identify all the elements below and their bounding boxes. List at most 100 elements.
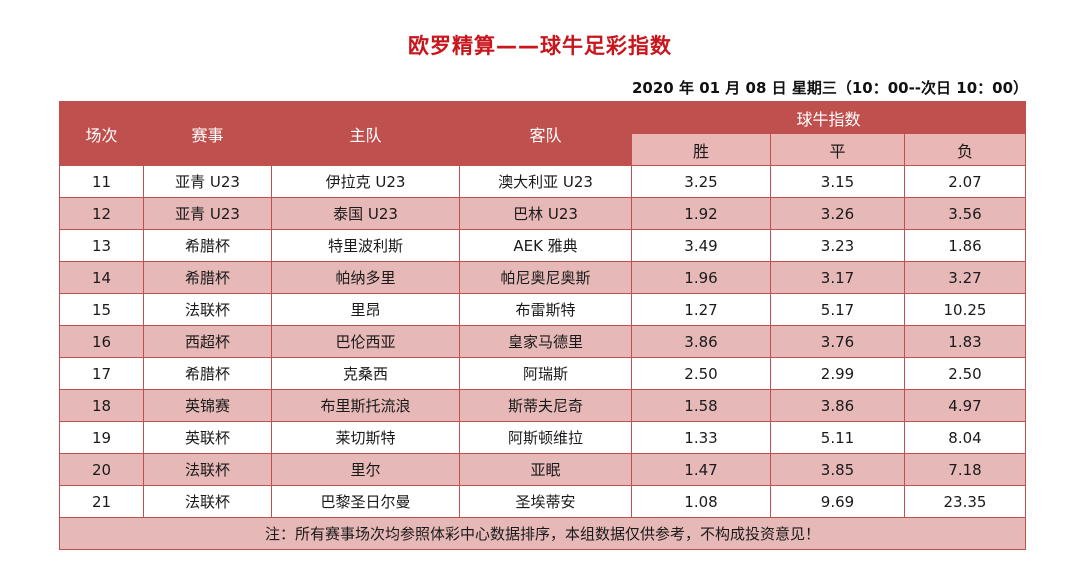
table-row: 11 亚青 U23 伊拉克 U23 澳大利亚 U23 3.25 3.15 2.07: [59, 165, 1026, 198]
match-no-cell: 14: [59, 261, 144, 294]
header-draw: 平: [770, 133, 905, 166]
match-no-cell: 20: [59, 453, 144, 486]
lose-odds-cell: 3.27: [904, 261, 1026, 294]
home-team-cell: 泰国 U23: [271, 197, 460, 230]
draw-odds-cell: 5.11: [770, 421, 905, 454]
header-index-group: 球牛指数: [631, 101, 1026, 134]
header-away: 客队: [459, 101, 632, 166]
table-row: 16 西超杯 巴伦西亚 皇家马德里 3.86 3.76 1.83: [59, 325, 1026, 358]
odds-table: 场次 赛事 主队 客队 球牛指数 胜 平 负 11 亚青 U23 伊拉克 U23 澳大…: [59, 101, 1026, 550]
table-row: 20 法联杯 里尔 亚眠 1.47 3.85 7.18: [59, 453, 1026, 486]
away-team-cell: 阿瑞斯: [459, 357, 632, 390]
match-no-cell: 11: [59, 165, 144, 198]
header-home: 主队: [271, 101, 460, 166]
lose-odds-cell: 23.35: [904, 485, 1026, 518]
away-team-cell: AEK 雅典: [459, 229, 632, 262]
event-cell: 希腊杯: [143, 261, 272, 294]
event-cell: 西超杯: [143, 325, 272, 358]
away-team-cell: 巴林 U23: [459, 197, 632, 230]
match-no-cell: 17: [59, 357, 144, 390]
event-cell: 法联杯: [143, 293, 272, 326]
win-odds-cell: 1.33: [631, 421, 771, 454]
win-odds-cell: 3.25: [631, 165, 771, 198]
draw-odds-cell: 2.99: [770, 357, 905, 390]
away-team-cell: 阿斯顿维拉: [459, 421, 632, 454]
away-team-cell: 圣埃蒂安: [459, 485, 632, 518]
lose-odds-cell: 1.86: [904, 229, 1026, 262]
match-no-cell: 12: [59, 197, 144, 230]
page-title: 欧罗精算——球牛足彩指数: [408, 34, 672, 58]
table-row: 18 英锦赛 布里斯托流浪 斯蒂夫尼奇 1.58 3.86 4.97: [59, 389, 1026, 422]
win-odds-cell: 1.27: [631, 293, 771, 326]
lose-odds-cell: 2.07: [904, 165, 1026, 198]
lose-odds-cell: 3.56: [904, 197, 1026, 230]
draw-odds-cell: 3.85: [770, 453, 905, 486]
match-no-cell: 13: [59, 229, 144, 262]
lose-odds-cell: 1.83: [904, 325, 1026, 358]
draw-odds-cell: 3.26: [770, 197, 905, 230]
away-team-cell: 皇家马德里: [459, 325, 632, 358]
draw-odds-cell: 3.76: [770, 325, 905, 358]
win-odds-cell: 1.08: [631, 485, 771, 518]
event-cell: 法联杯: [143, 453, 272, 486]
away-team-cell: 亚眠: [459, 453, 632, 486]
home-team-cell: 伊拉克 U23: [271, 165, 460, 198]
home-team-cell: 布里斯托流浪: [271, 389, 460, 422]
match-no-cell: 19: [59, 421, 144, 454]
lose-odds-cell: 10.25: [904, 293, 1026, 326]
table-row: 19 英联杯 莱切斯特 阿斯顿维拉 1.33 5.11 8.04: [59, 421, 1026, 454]
home-team-cell: 里尔: [271, 453, 460, 486]
header-lose: 负: [904, 133, 1026, 166]
away-team-cell: 帕尼奥尼奥斯: [459, 261, 632, 294]
draw-odds-cell: 3.86: [770, 389, 905, 422]
home-team-cell: 巴黎圣日尔曼: [271, 485, 460, 518]
event-cell: 希腊杯: [143, 357, 272, 390]
match-no-cell: 21: [59, 485, 144, 518]
draw-odds-cell: 5.17: [770, 293, 905, 326]
win-odds-cell: 1.58: [631, 389, 771, 422]
home-team-cell: 特里波利斯: [271, 229, 460, 262]
draw-odds-cell: 3.15: [770, 165, 905, 198]
table-row: 13 希腊杯 特里波利斯 AEK 雅典 3.49 3.23 1.86: [59, 229, 1026, 262]
header-event: 赛事: [143, 101, 272, 166]
win-odds-cell: 3.49: [631, 229, 771, 262]
event-cell: 希腊杯: [143, 229, 272, 262]
draw-odds-cell: 9.69: [770, 485, 905, 518]
home-team-cell: 巴伦西亚: [271, 325, 460, 358]
table-row: 17 希腊杯 克桑西 阿瑞斯 2.50 2.99 2.50: [59, 357, 1026, 390]
disclaimer-note: 注：所有赛事场次均参照体彩中心数据排序，本组数据仅供参考，不构成投资意见！: [59, 517, 1026, 550]
table-row: 12 亚青 U23 泰国 U23 巴林 U23 1.92 3.26 3.56: [59, 197, 1026, 230]
event-cell: 亚青 U23: [143, 165, 272, 198]
date-line: 2020 年 01 月 08 日 星期三（10：00--次日 10：00）: [632, 79, 1028, 97]
event-cell: 英联杯: [143, 421, 272, 454]
home-team-cell: 莱切斯特: [271, 421, 460, 454]
home-team-cell: 帕纳多里: [271, 261, 460, 294]
lose-odds-cell: 7.18: [904, 453, 1026, 486]
header-no: 场次: [59, 101, 144, 166]
table-row: 14 希腊杯 帕纳多里 帕尼奥尼奥斯 1.96 3.17 3.27: [59, 261, 1026, 294]
table-row: 21 法联杯 巴黎圣日尔曼 圣埃蒂安 1.08 9.69 23.35: [59, 485, 1026, 518]
home-team-cell: 克桑西: [271, 357, 460, 390]
match-no-cell: 16: [59, 325, 144, 358]
header-win: 胜: [631, 133, 771, 166]
table-row: 15 法联杯 里昂 布雷斯特 1.27 5.17 10.25: [59, 293, 1026, 326]
win-odds-cell: 1.92: [631, 197, 771, 230]
lose-odds-cell: 2.50: [904, 357, 1026, 390]
win-odds-cell: 2.50: [631, 357, 771, 390]
event-cell: 英锦赛: [143, 389, 272, 422]
lose-odds-cell: 8.04: [904, 421, 1026, 454]
away-team-cell: 澳大利亚 U23: [459, 165, 632, 198]
draw-odds-cell: 3.17: [770, 261, 905, 294]
home-team-cell: 里昂: [271, 293, 460, 326]
win-odds-cell: 1.47: [631, 453, 771, 486]
win-odds-cell: 1.96: [631, 261, 771, 294]
draw-odds-cell: 3.23: [770, 229, 905, 262]
event-cell: 法联杯: [143, 485, 272, 518]
event-cell: 亚青 U23: [143, 197, 272, 230]
match-no-cell: 18: [59, 389, 144, 422]
away-team-cell: 斯蒂夫尼奇: [459, 389, 632, 422]
lose-odds-cell: 4.97: [904, 389, 1026, 422]
away-team-cell: 布雷斯特: [459, 293, 632, 326]
match-no-cell: 15: [59, 293, 144, 326]
win-odds-cell: 3.86: [631, 325, 771, 358]
